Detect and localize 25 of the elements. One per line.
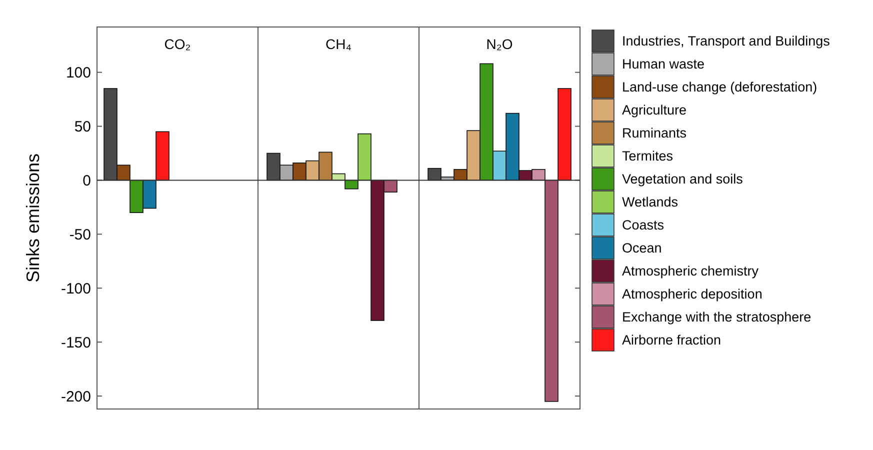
x-tick-label: CH₄ [326, 36, 352, 52]
x-tick-label: N₂O [486, 36, 513, 52]
legend-label: Wetlands [622, 194, 678, 210]
y-axis-title: Sinks emissions [23, 153, 43, 283]
y-tick-label: -150 [60, 334, 91, 352]
x-tick-label: CO₂ [164, 36, 191, 52]
legend-label: Coasts [622, 218, 664, 233]
legend-label: Exchange with the stratosphere [622, 310, 812, 325]
legend-label: Atmospheric deposition [622, 286, 762, 302]
y-tick-label: 50 [74, 118, 91, 136]
legend-label: Agriculture [622, 102, 687, 118]
y-tick-label: -100 [60, 280, 91, 298]
y-tick-label: -200 [60, 388, 91, 406]
y-tick-label: 100 [66, 64, 91, 82]
legend-label: Human waste [622, 56, 705, 72]
legend-label: Vegetation and soils [622, 172, 744, 187]
y-tick-label: 0 [82, 172, 91, 190]
legend-label: Ocean [622, 240, 662, 256]
legend-label: Ruminants [622, 126, 687, 141]
legend-label: Airborne fraction [622, 332, 722, 348]
y-tick-label: -50 [69, 226, 91, 244]
legend-label: Land-use change (deforestation) [622, 80, 818, 95]
legend-label: Termites [622, 148, 674, 164]
legend-label: Atmospheric chemistry [622, 264, 759, 279]
legend-label: Industries, Transport and Buildings [622, 34, 830, 49]
